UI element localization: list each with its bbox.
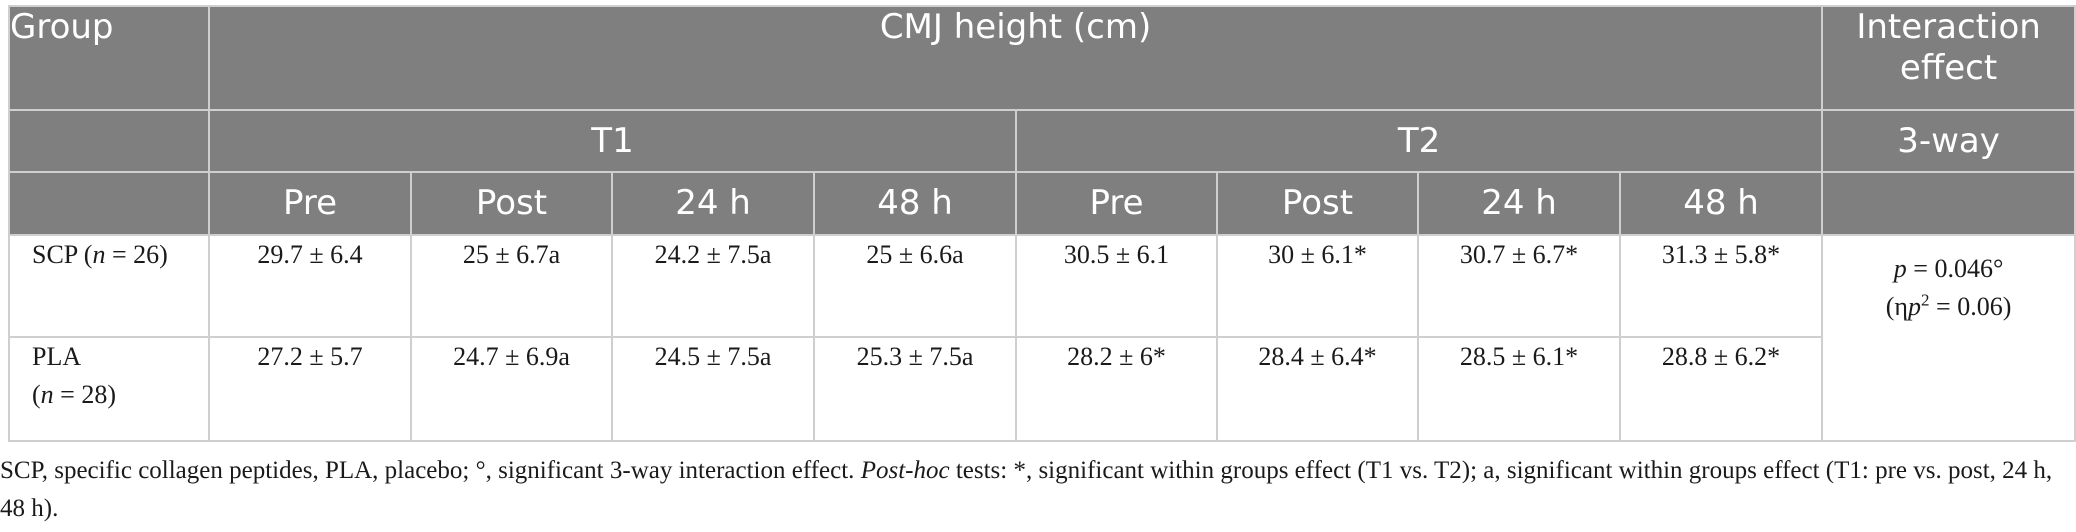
value-cell: 29.7 ± 6.4 xyxy=(208,234,412,338)
timepoint-header: 48 h xyxy=(1618,171,1824,236)
group-cell: SCP (n = 26) xyxy=(8,234,210,338)
table-row: SCP (n = 26) 29.7 ± 6.4 25 ± 6.7a 24.2 ±… xyxy=(8,234,2076,442)
value-cell: 30.5 ± 6.1 xyxy=(1015,234,1218,338)
value-cell: 28.4 ± 6.4* xyxy=(1216,336,1419,442)
value-cell: 27.2 ± 5.7 xyxy=(208,336,412,442)
value-cell: 30.7 ± 6.7* xyxy=(1417,234,1621,338)
value-cell: 24.5 ± 7.5a xyxy=(611,336,815,442)
value-cell: 28.8 ± 6.2* xyxy=(1618,336,1824,442)
footnote-text: tests: *, significant within groups effe… xyxy=(0,457,2053,522)
group-cell: PLA (n = 28) xyxy=(8,336,210,442)
p-value-line: p = 0.046° xyxy=(1823,250,2074,288)
value-cell: 30 ± 6.1* xyxy=(1216,234,1419,338)
n-value: = 26) xyxy=(105,240,168,269)
value-cell: 25 ± 6.6a xyxy=(813,234,1017,338)
n-value: = 28) xyxy=(53,380,116,409)
table-row: PLA (n = 28) 27.2 ± 5.7 24.7 ± 6.9a 24.5 … xyxy=(8,336,2075,442)
eta-value: = 0.06) xyxy=(1929,292,2012,321)
timepoint-header: Post xyxy=(1216,171,1419,236)
timepoint-header: Pre xyxy=(208,171,412,236)
p-value: = 0.046° xyxy=(1906,254,2004,283)
header-row-1: Group CMJ height (cm) Interaction effect xyxy=(8,5,2076,111)
eta-prefix: (η xyxy=(1885,292,1909,321)
value-cell: 25 ± 6.7a xyxy=(410,234,613,338)
timepoint-header: 48 h xyxy=(813,171,1017,236)
empty-header-cell xyxy=(8,109,210,173)
timepoint-header: 24 h xyxy=(611,171,815,236)
header-row-2: T1 T2 3-way xyxy=(8,109,2076,173)
t1-header: T1 xyxy=(208,109,1017,173)
timepoint-header: 24 h xyxy=(1417,171,1621,236)
t2-header: T2 xyxy=(1014,109,1824,173)
empty-header-cell xyxy=(1821,171,2076,236)
n-label: n xyxy=(40,380,54,409)
eta-sup: 2 xyxy=(1921,290,1930,310)
header-row-3: Pre Post 24 h 48 h Pre Post 24 h 48 h xyxy=(8,171,2076,236)
cmj-height-table: Group CMJ height (cm) Interaction effect… xyxy=(8,5,2076,442)
table-header: Group CMJ height (cm) Interaction effect… xyxy=(8,5,2076,236)
value-cell: 28.2 ± 6* xyxy=(1015,336,1218,442)
footnote-text: SCP, specific collagen peptides, PLA, pl… xyxy=(0,457,861,484)
table-footnote: SCP, specific collagen peptides, PLA, pl… xyxy=(0,452,2068,528)
n-label: n xyxy=(92,240,106,269)
p-label: p xyxy=(1893,254,1907,283)
value-cell: 24.2 ± 7.5a xyxy=(611,234,815,338)
value-cell: 28.5 ± 6.1* xyxy=(1417,336,1621,442)
group-column-header: Group xyxy=(8,5,210,111)
interaction-effect-header: Interaction effect xyxy=(1821,5,2076,111)
value-cell: 24.7 ± 6.9a xyxy=(410,336,613,442)
table-body: SCP (n = 26) 29.7 ± 6.4 25 ± 6.7a 24.2 ±… xyxy=(8,234,2076,442)
timepoint-header: Pre xyxy=(1015,171,1218,236)
value-cell: 25.3 ± 7.5a xyxy=(813,336,1017,442)
value-cell: 31.3 ± 5.8* xyxy=(1618,234,1824,338)
timepoint-header: Post xyxy=(410,171,613,236)
footnote-posthoc: Post-hoc xyxy=(860,457,950,484)
group-name: PLA xyxy=(32,342,82,371)
three-way-header: 3-way xyxy=(1821,109,2076,173)
eta-p: p xyxy=(1908,292,1922,321)
interaction-cell: p = 0.046° (ηp2 = 0.06) xyxy=(1821,234,2076,442)
group-name: SCP xyxy=(32,240,78,269)
cmj-height-header: CMJ height (cm) xyxy=(207,5,1824,111)
effect-size-line: (ηp2 = 0.06) xyxy=(1823,288,2074,326)
empty-header-cell xyxy=(8,171,210,236)
